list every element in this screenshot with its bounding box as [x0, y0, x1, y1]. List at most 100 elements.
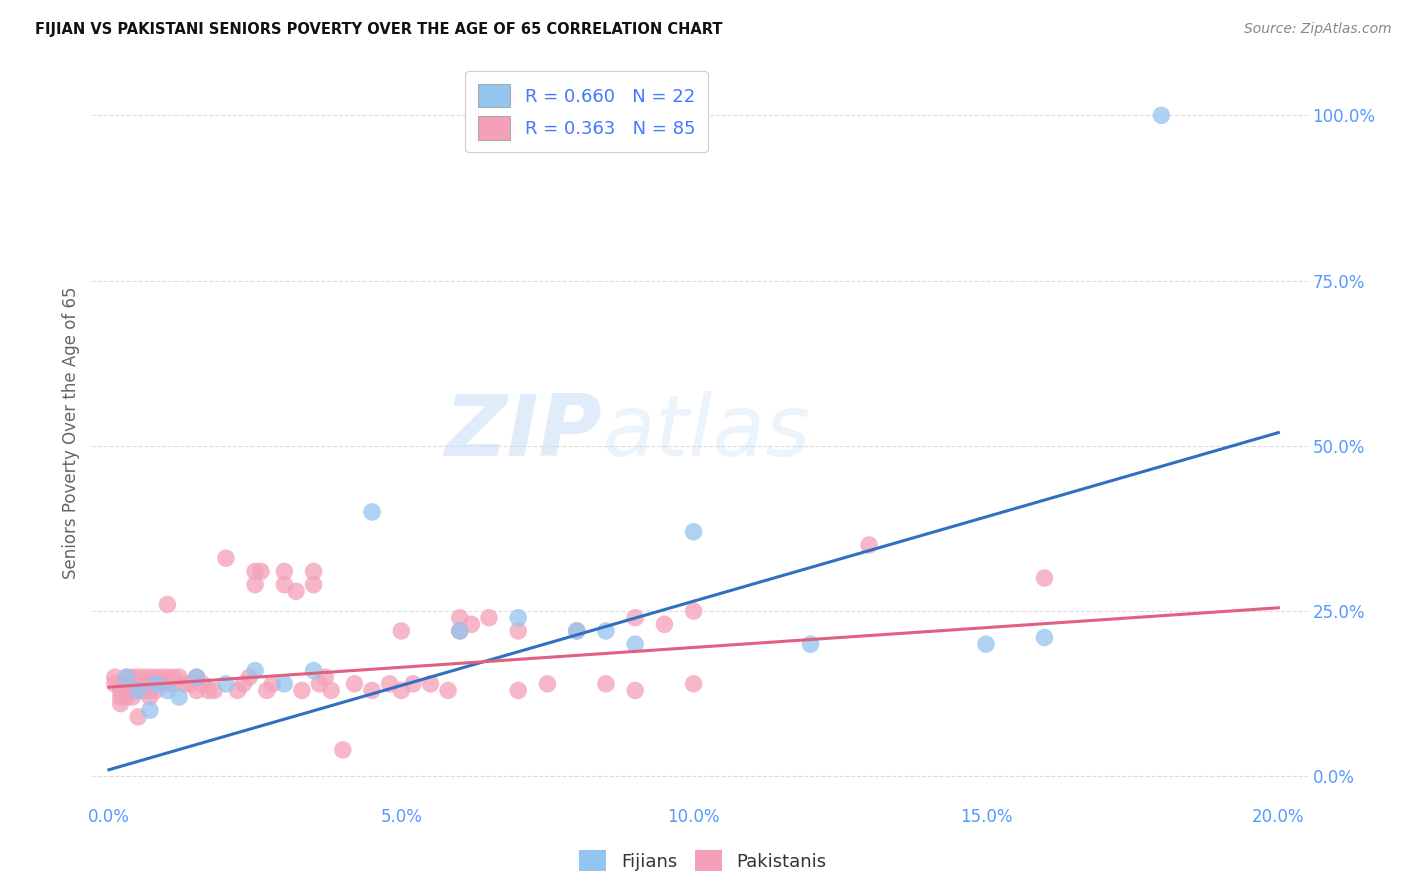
Point — [167, 690, 190, 704]
Point — [508, 683, 530, 698]
Point — [565, 624, 588, 638]
Point — [215, 551, 238, 566]
Point — [115, 677, 138, 691]
Point — [302, 664, 325, 678]
Point — [127, 677, 149, 691]
Point — [139, 703, 162, 717]
Point — [1033, 571, 1056, 585]
Point — [162, 677, 184, 691]
Point — [150, 670, 173, 684]
Point — [104, 670, 127, 684]
Point — [139, 683, 162, 698]
Point — [273, 577, 295, 591]
Point — [321, 683, 343, 698]
Legend: Fijians, Pakistanis: Fijians, Pakistanis — [572, 843, 834, 879]
Point — [389, 624, 412, 638]
Point — [121, 683, 143, 698]
Point — [361, 505, 384, 519]
Point — [180, 677, 202, 691]
Point — [536, 677, 558, 691]
Point — [361, 683, 384, 698]
Text: ZIP: ZIP — [444, 391, 602, 475]
Point — [419, 677, 441, 691]
Point — [115, 670, 138, 684]
Point — [121, 677, 143, 691]
Point — [682, 604, 704, 618]
Point — [186, 670, 208, 684]
Text: FIJIAN VS PAKISTANI SENIORS POVERTY OVER THE AGE OF 65 CORRELATION CHART: FIJIAN VS PAKISTANI SENIORS POVERTY OVER… — [35, 22, 723, 37]
Point — [215, 677, 238, 691]
Point — [110, 683, 132, 698]
Point — [273, 677, 295, 691]
Point — [1033, 631, 1056, 645]
Point — [243, 577, 266, 591]
Point — [186, 670, 208, 684]
Point — [256, 683, 278, 698]
Point — [243, 664, 266, 678]
Point — [127, 683, 149, 698]
Point — [624, 611, 647, 625]
Point — [145, 677, 167, 691]
Point — [110, 690, 132, 704]
Point — [115, 670, 138, 684]
Point — [291, 683, 314, 698]
Point — [132, 670, 155, 684]
Point — [156, 677, 179, 691]
Point — [191, 677, 214, 691]
Point — [858, 538, 880, 552]
Y-axis label: Seniors Poverty Over the Age of 65: Seniors Poverty Over the Age of 65 — [62, 286, 80, 579]
Point — [243, 565, 266, 579]
Point — [104, 677, 127, 691]
Point — [308, 677, 330, 691]
Legend: R = 0.660   N = 22, R = 0.363   N = 85: R = 0.660 N = 22, R = 0.363 N = 85 — [465, 71, 709, 153]
Point — [156, 683, 179, 698]
Point — [449, 624, 471, 638]
Point — [167, 670, 190, 684]
Point — [156, 598, 179, 612]
Point — [145, 670, 167, 684]
Point — [121, 670, 143, 684]
Point — [132, 677, 155, 691]
Point — [508, 611, 530, 625]
Point — [378, 677, 401, 691]
Point — [115, 683, 138, 698]
Point — [449, 611, 471, 625]
Point — [565, 624, 588, 638]
Point — [343, 677, 366, 691]
Point — [121, 690, 143, 704]
Point — [654, 617, 676, 632]
Point — [402, 677, 425, 691]
Point — [332, 743, 354, 757]
Point — [449, 624, 471, 638]
Point — [145, 677, 167, 691]
Point — [127, 670, 149, 684]
Point — [285, 584, 308, 599]
Point — [595, 624, 617, 638]
Point — [145, 683, 167, 698]
Point — [150, 677, 173, 691]
Point — [162, 670, 184, 684]
Point — [1150, 108, 1173, 122]
Point — [389, 683, 412, 698]
Point — [302, 577, 325, 591]
Text: atlas: atlas — [602, 391, 810, 475]
Point — [127, 683, 149, 698]
Point — [273, 565, 295, 579]
Point — [110, 697, 132, 711]
Point — [595, 677, 617, 691]
Point — [132, 683, 155, 698]
Point — [115, 690, 138, 704]
Point — [250, 565, 273, 579]
Text: Source: ZipAtlas.com: Source: ZipAtlas.com — [1244, 22, 1392, 37]
Point — [262, 677, 284, 691]
Point — [238, 670, 260, 684]
Point — [682, 677, 704, 691]
Point — [800, 637, 823, 651]
Point — [314, 670, 336, 684]
Point — [139, 670, 162, 684]
Point — [232, 677, 254, 691]
Point — [478, 611, 501, 625]
Point — [624, 637, 647, 651]
Point — [624, 683, 647, 698]
Point — [197, 683, 219, 698]
